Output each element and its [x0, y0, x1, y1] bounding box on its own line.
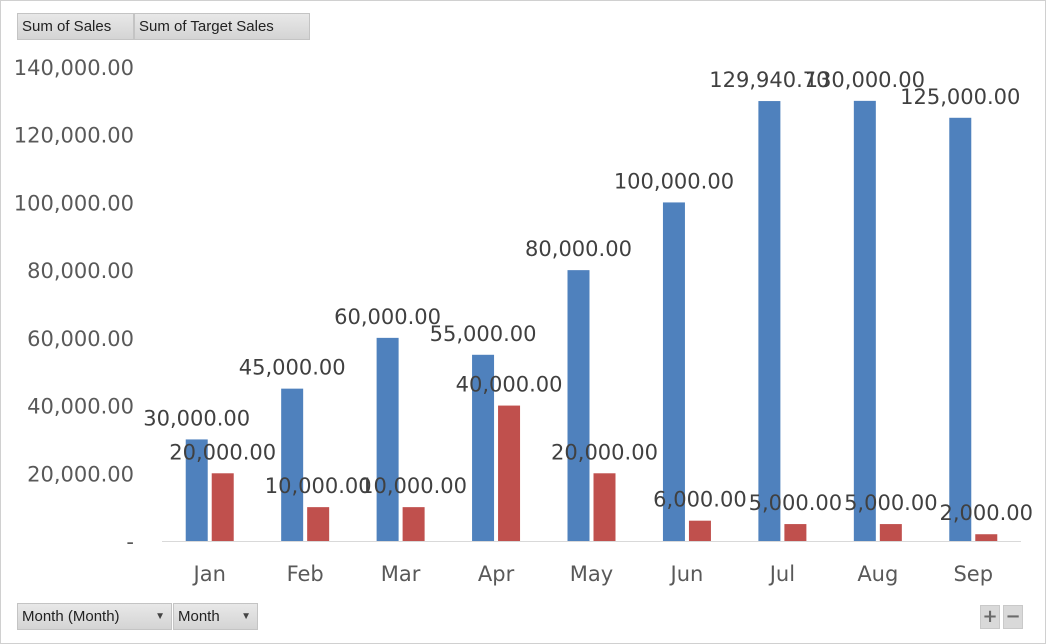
- y-tick-label: 100,000.00: [14, 191, 134, 215]
- x-tick-label: Aug: [857, 562, 898, 586]
- x-tick-label: Jan: [192, 562, 226, 586]
- x-tick-label: Apr: [478, 562, 515, 586]
- dropdown-arrow-icon: ▼: [241, 611, 251, 622]
- legend-button-sum-of-sales[interactable]: Sum of Sales: [17, 13, 134, 40]
- x-tick-label: Sep: [953, 562, 993, 586]
- bar-target-sales: [879, 524, 902, 541]
- data-label-sales: 55,000.00: [430, 322, 537, 346]
- bar-sales: [853, 100, 876, 541]
- data-label-target-sales: 10,000.00: [360, 474, 467, 498]
- axis-field-label: Month: [178, 608, 220, 625]
- y-tick-label: 120,000.00: [14, 124, 134, 148]
- y-tick-label: 60,000.00: [27, 327, 134, 351]
- data-label-sales: 129,940.70: [709, 68, 829, 92]
- bar-sales: [281, 388, 304, 541]
- axis-field-label: Month (Month): [22, 608, 120, 625]
- data-label-target-sales: 10,000.00: [265, 474, 372, 498]
- bar-target-sales: [307, 507, 330, 541]
- bar-sales: [662, 202, 685, 541]
- bar-sales: [567, 270, 590, 541]
- data-label-sales: 125,000.00: [900, 85, 1020, 109]
- data-label-sales: 130,000.00: [805, 68, 925, 92]
- bar-sales: [472, 354, 495, 541]
- y-tick-label: 80,000.00: [27, 259, 134, 283]
- data-label-sales: 45,000.00: [239, 356, 346, 380]
- bar-target-sales: [593, 473, 616, 541]
- bar-sales: [949, 117, 972, 542]
- data-label-target-sales: 5,000.00: [844, 491, 938, 515]
- bar-sales: [758, 101, 781, 541]
- data-label-sales: 30,000.00: [143, 406, 250, 430]
- bar-target-sales: [498, 405, 521, 541]
- bar-sales: [376, 337, 399, 541]
- data-label-target-sales: 6,000.00: [653, 488, 747, 512]
- collapse-field-button[interactable]: −: [1003, 605, 1023, 629]
- x-tick-label: Jun: [669, 562, 704, 586]
- bar-sales: [185, 439, 208, 541]
- axis-field-button-month[interactable]: Month ▼: [173, 603, 258, 630]
- x-tick-label: May: [570, 562, 613, 586]
- data-label-target-sales: 2,000.00: [940, 501, 1034, 525]
- dropdown-arrow-icon: ▼: [155, 611, 165, 622]
- bar-target-sales: [975, 534, 998, 541]
- x-tick-label: Jul: [768, 562, 795, 586]
- y-tick-label: -: [126, 530, 134, 554]
- data-label-target-sales: 40,000.00: [456, 373, 563, 397]
- legend-button-sum-of-target-sales[interactable]: Sum of Target Sales: [134, 13, 310, 40]
- data-label-target-sales: 20,000.00: [169, 440, 276, 464]
- data-label-sales: 100,000.00: [614, 169, 734, 193]
- y-tick-label: 40,000.00: [27, 395, 134, 419]
- bar-target-sales: [784, 524, 807, 541]
- x-tick-label: Mar: [381, 562, 421, 586]
- axis-field-button-month-month[interactable]: Month (Month) ▼: [17, 603, 172, 630]
- bar-target-sales: [688, 520, 711, 541]
- data-label-sales: 80,000.00: [525, 237, 632, 261]
- y-tick-label: 140,000.00: [14, 56, 134, 80]
- data-label-target-sales: 5,000.00: [749, 491, 843, 515]
- x-tick-label: Feb: [287, 562, 324, 586]
- y-tick-label: 20,000.00: [27, 462, 134, 486]
- expand-field-button[interactable]: +: [980, 605, 1000, 629]
- bar-target-sales: [211, 473, 234, 541]
- bar-target-sales: [402, 507, 425, 541]
- data-label-target-sales: 20,000.00: [551, 440, 658, 464]
- data-label-sales: 60,000.00: [334, 305, 441, 329]
